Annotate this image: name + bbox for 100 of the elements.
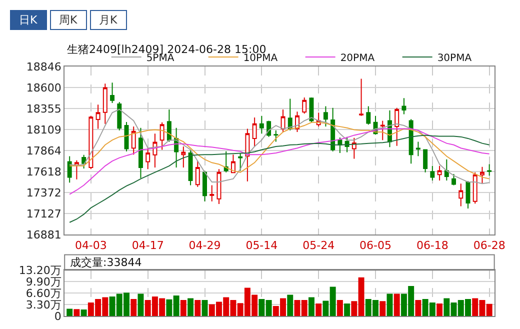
candlestick (359, 78, 364, 116)
candlestick (74, 160, 79, 180)
candlestick (323, 106, 328, 128)
bar (336, 300, 343, 316)
candlestick (394, 107, 400, 146)
bar (66, 308, 73, 316)
candlestick (102, 83, 108, 124)
candlestick (146, 148, 150, 170)
candlestick (423, 149, 428, 173)
y-tick-label: 17372 (26, 186, 62, 200)
candlestick (181, 146, 186, 168)
y-tick-label: 3.30万 (26, 298, 62, 312)
candlestick (238, 152, 243, 172)
x-tick-label: 04-03 (74, 238, 107, 252)
bar (316, 304, 322, 316)
bar (74, 309, 80, 316)
candlestick (472, 172, 478, 204)
candlestick (366, 106, 371, 126)
y-tick-label: 13.20万 (18, 264, 62, 277)
x-tick-label: 05-14 (246, 238, 278, 252)
y-tick-label: 9.90万 (26, 276, 62, 289)
candlestick (160, 122, 164, 150)
candlestick (117, 102, 122, 131)
candlestick (216, 168, 222, 204)
candlestick (245, 128, 250, 182)
candlestick (230, 154, 236, 174)
y-tick-label: 18600 (26, 81, 62, 94)
bar (436, 304, 443, 316)
candlestick (224, 150, 228, 173)
y-tick-label: 17618 (26, 165, 62, 178)
text: 成交量:33844 (70, 256, 142, 269)
bar (194, 300, 201, 316)
candlestick (67, 156, 72, 184)
bar (415, 300, 422, 316)
candlestick (280, 108, 286, 133)
candlestick (288, 98, 292, 131)
line-series (69, 108, 490, 184)
candlestick (266, 120, 272, 138)
candlestick (338, 137, 342, 154)
bar (80, 309, 87, 316)
candlestick (274, 130, 278, 142)
bar (380, 301, 386, 316)
bar (308, 297, 314, 316)
bar (394, 294, 400, 316)
y-tick-label: 0 (54, 310, 62, 324)
legend-label: 30PMA (437, 52, 472, 64)
candlestick (302, 96, 307, 114)
y-tick-label: 17864 (26, 144, 62, 158)
x-tick-label: 06-18 (416, 238, 448, 252)
legend-label: 10PMA (243, 52, 278, 64)
candlestick (195, 160, 200, 188)
bar (344, 304, 350, 316)
x-tick-label: 05-24 (302, 238, 335, 252)
candlestick (259, 115, 264, 134)
y-tick-label: 6.60万 (26, 287, 62, 300)
candlestick (430, 165, 435, 181)
candlestick (252, 116, 257, 148)
bar (287, 294, 294, 316)
text: 日K (19, 14, 38, 26)
candlestick (380, 120, 385, 141)
legend-label: 5PMA (146, 52, 174, 64)
line-series (69, 134, 490, 223)
y-tick-label: 18846 (26, 60, 62, 74)
bar (138, 294, 144, 316)
candlestick (138, 127, 143, 179)
x-tick-label: 06-05 (360, 238, 392, 252)
candlestick (110, 82, 115, 104)
x-tick-label: 04-17 (132, 238, 164, 252)
candlestick (96, 104, 100, 130)
legend-label: 20PMA (340, 52, 375, 64)
candlestick (416, 141, 420, 157)
text: 月K (99, 14, 118, 26)
candlestick (152, 133, 158, 168)
bar (386, 294, 393, 316)
candlestick (408, 118, 414, 164)
candlestick (210, 184, 214, 202)
line-series (69, 122, 490, 180)
candlestick (458, 183, 464, 207)
bar (188, 298, 194, 316)
x-tick-label: 04-29 (188, 238, 221, 252)
candlestick (480, 166, 484, 184)
candlestick (309, 96, 314, 123)
text: 周K (59, 14, 78, 26)
line-series (69, 128, 490, 195)
candlestick (444, 158, 449, 181)
candlestick (82, 154, 86, 169)
candlestick (166, 108, 172, 142)
bar (202, 300, 208, 316)
candlestick (402, 98, 406, 115)
candlestick (188, 149, 193, 186)
candlestick (352, 137, 356, 160)
y-tick-label: 18109 (26, 123, 62, 136)
bar (130, 298, 137, 316)
candlestick (452, 173, 456, 186)
candlestick (330, 107, 336, 152)
candlestick (487, 164, 492, 176)
candlestick (131, 126, 136, 156)
y-tick-label: 16881 (26, 228, 62, 242)
candlestick (88, 115, 94, 170)
candlestick (437, 165, 442, 181)
